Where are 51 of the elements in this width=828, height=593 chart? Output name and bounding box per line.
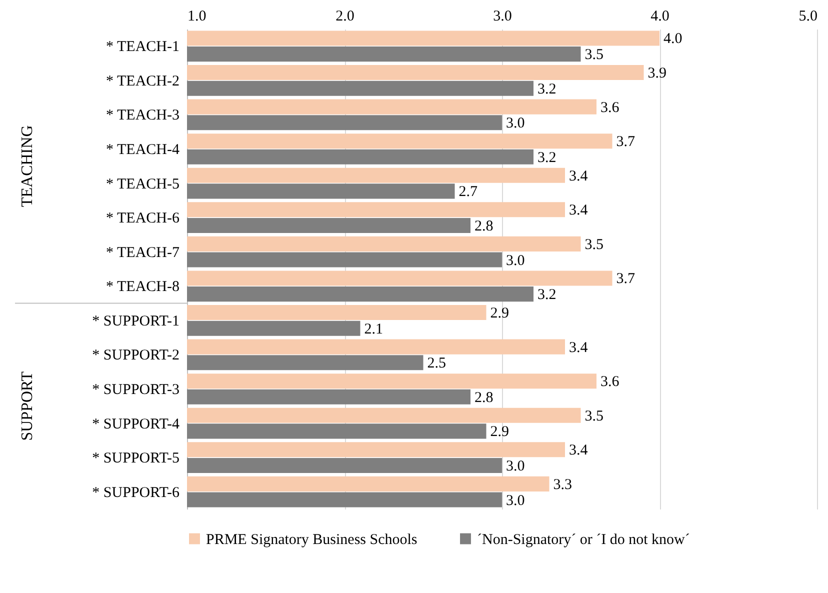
data-label: 3.3 [553, 476, 572, 493]
x-tick-label: 3.0 [493, 8, 512, 24]
data-label: 3.2 [538, 287, 556, 304]
data-label: 2.8 [474, 218, 494, 234]
y-tick-label: * SUPPORT-4 [92, 416, 180, 432]
data-label: 3.0 [506, 458, 525, 474]
data-label: 3.9 [648, 66, 666, 82]
data-label: 2.9 [490, 306, 509, 322]
text: SUPPORT [19, 371, 36, 441]
legend-label: ´Non-Signatory´ or ´I do not know´ [477, 532, 690, 548]
x-tick-label: 2.0 [336, 8, 354, 24]
data-label: 3.0 [506, 252, 525, 269]
data-label: 3.0 [506, 116, 525, 132]
data-label: 3.5 [584, 236, 604, 253]
data-label: 3.5 [584, 408, 604, 424]
data-label: 3.5 [584, 47, 604, 64]
x-tick-label: 1.0 [188, 8, 206, 24]
x-tick-label: 5.0 [798, 8, 818, 24]
data-label: 2.5 [427, 356, 446, 372]
data-label: 2.9 [490, 424, 509, 440]
y-tick-label: * TEACH-5 [106, 176, 180, 192]
data-label: 3.2 [538, 150, 556, 166]
y-tick-label: * TEACH-4 [106, 142, 180, 158]
legend-label: PRME Signatory Business Schools [206, 532, 418, 548]
data-label: 2.7 [458, 184, 478, 200]
data-label: 3.4 [569, 168, 588, 184]
data-label: 3.6 [600, 100, 620, 116]
y-tick-label: * TEACH-6 [106, 210, 180, 227]
data-label: 3.6 [600, 374, 620, 390]
data-label: 3.4 [569, 442, 588, 459]
data-label: 4.0 [664, 31, 682, 48]
text: TEACHING [19, 124, 36, 208]
y-tick-label: * TEACH-2 [106, 73, 180, 90]
data-label: 3.0 [506, 492, 525, 509]
y-tick-label: * TEACH-1 [106, 39, 180, 56]
y-tick-label: * SUPPORT-5 [92, 450, 180, 467]
y-tick-label: * TEACH-8 [106, 279, 180, 296]
data-label: 2.1 [364, 321, 383, 338]
y-tick-label: * SUPPORT-2 [92, 348, 180, 364]
data-label: 3.4 [569, 202, 588, 219]
y-tick-label: * TEACH-7 [106, 244, 180, 261]
data-label: 3.2 [538, 81, 556, 98]
y-tick-label: * SUPPORT-3 [92, 382, 180, 398]
y-tick-label: * SUPPORT-1 [92, 313, 180, 330]
x-tick-label: 4.0 [650, 8, 670, 24]
data-label: 2.8 [474, 390, 494, 406]
data-label: 3.7 [616, 271, 636, 288]
y-tick-label: * TEACH-3 [106, 108, 180, 124]
y-tick-label: * SUPPORT-6 [92, 484, 180, 501]
data-label: 3.4 [569, 340, 588, 356]
data-label: 3.7 [616, 134, 636, 150]
